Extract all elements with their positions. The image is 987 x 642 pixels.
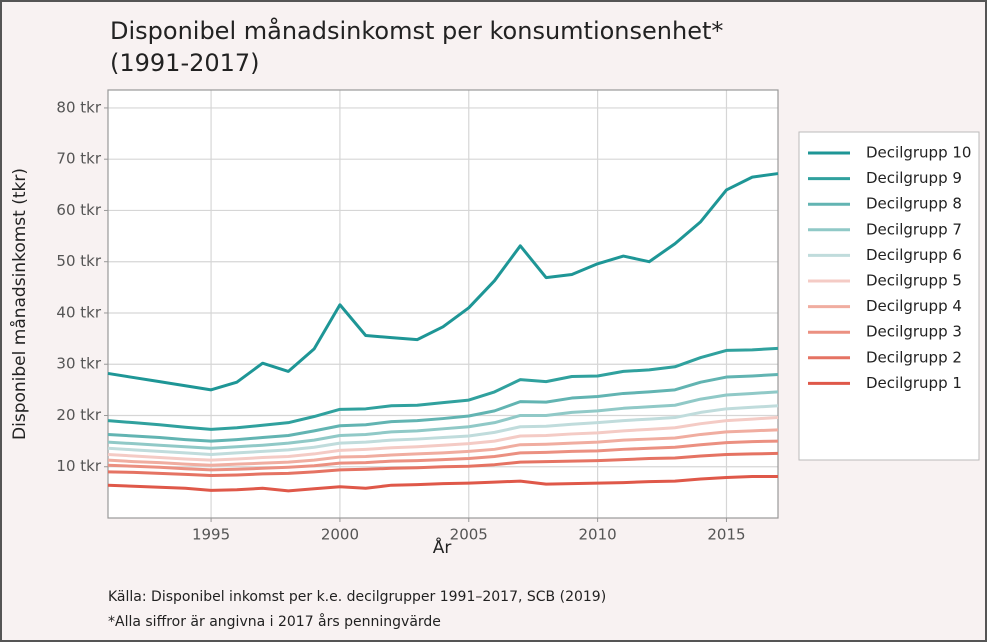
plot-border xyxy=(107,89,779,519)
x-tick-label: 2005 xyxy=(450,526,488,544)
series-line xyxy=(107,372,779,443)
series-line xyxy=(107,428,779,467)
legend-label: Decilgrupp 7 xyxy=(866,220,962,238)
series-line xyxy=(107,451,779,477)
legend-label: Decilgrupp 1 xyxy=(866,374,962,392)
y-tick-label: 50 tkr xyxy=(56,252,101,270)
y-tick-label: 40 tkr xyxy=(56,303,101,321)
series-line xyxy=(107,172,779,392)
legend-label: Decilgrupp 10 xyxy=(866,144,971,162)
y-axis-title: Disponibel månadsinkomst (tkr) xyxy=(9,168,30,440)
legend-box xyxy=(798,131,980,461)
legend-label: Decilgrupp 6 xyxy=(866,246,962,264)
y-tick-label: 10 tkr xyxy=(56,457,101,475)
x-tick-label: 2000 xyxy=(321,526,359,544)
series-line xyxy=(107,439,779,472)
y-tick-label: 70 tkr xyxy=(56,150,101,168)
caption: *Alla siffror är angivna i 2017 års penn… xyxy=(108,613,441,630)
legend-label: Decilgrupp 2 xyxy=(866,348,962,366)
x-tick-label: 2015 xyxy=(707,526,745,544)
y-tick-label: 20 tkr xyxy=(56,406,101,424)
legend-label: Decilgrupp 4 xyxy=(866,297,962,315)
x-tick-label: 2010 xyxy=(579,526,617,544)
series-line xyxy=(107,390,779,450)
x-axis-title: År xyxy=(433,536,452,558)
legend-label: Decilgrupp 8 xyxy=(866,195,962,213)
chart-title: (1991-2017) xyxy=(110,49,260,77)
series-line xyxy=(107,346,779,431)
legend-label: Decilgrupp 5 xyxy=(866,272,962,290)
caption: Källa: Disponibel inkomst per k.e. decil… xyxy=(108,589,606,605)
legend-label: Decilgrupp 3 xyxy=(866,323,962,341)
x-tick-label: 1995 xyxy=(192,526,230,544)
y-tick-label: 80 tkr xyxy=(56,98,101,116)
series-line xyxy=(107,416,779,462)
series-line xyxy=(107,474,778,493)
y-tick-label: 30 tkr xyxy=(56,355,101,373)
legend-label: Decilgrupp 9 xyxy=(866,169,962,187)
series-line xyxy=(107,404,779,456)
chart-title: Disponibel månadsinkomst per konsumtions… xyxy=(110,16,723,45)
y-tick-label: 60 tkr xyxy=(56,201,101,219)
